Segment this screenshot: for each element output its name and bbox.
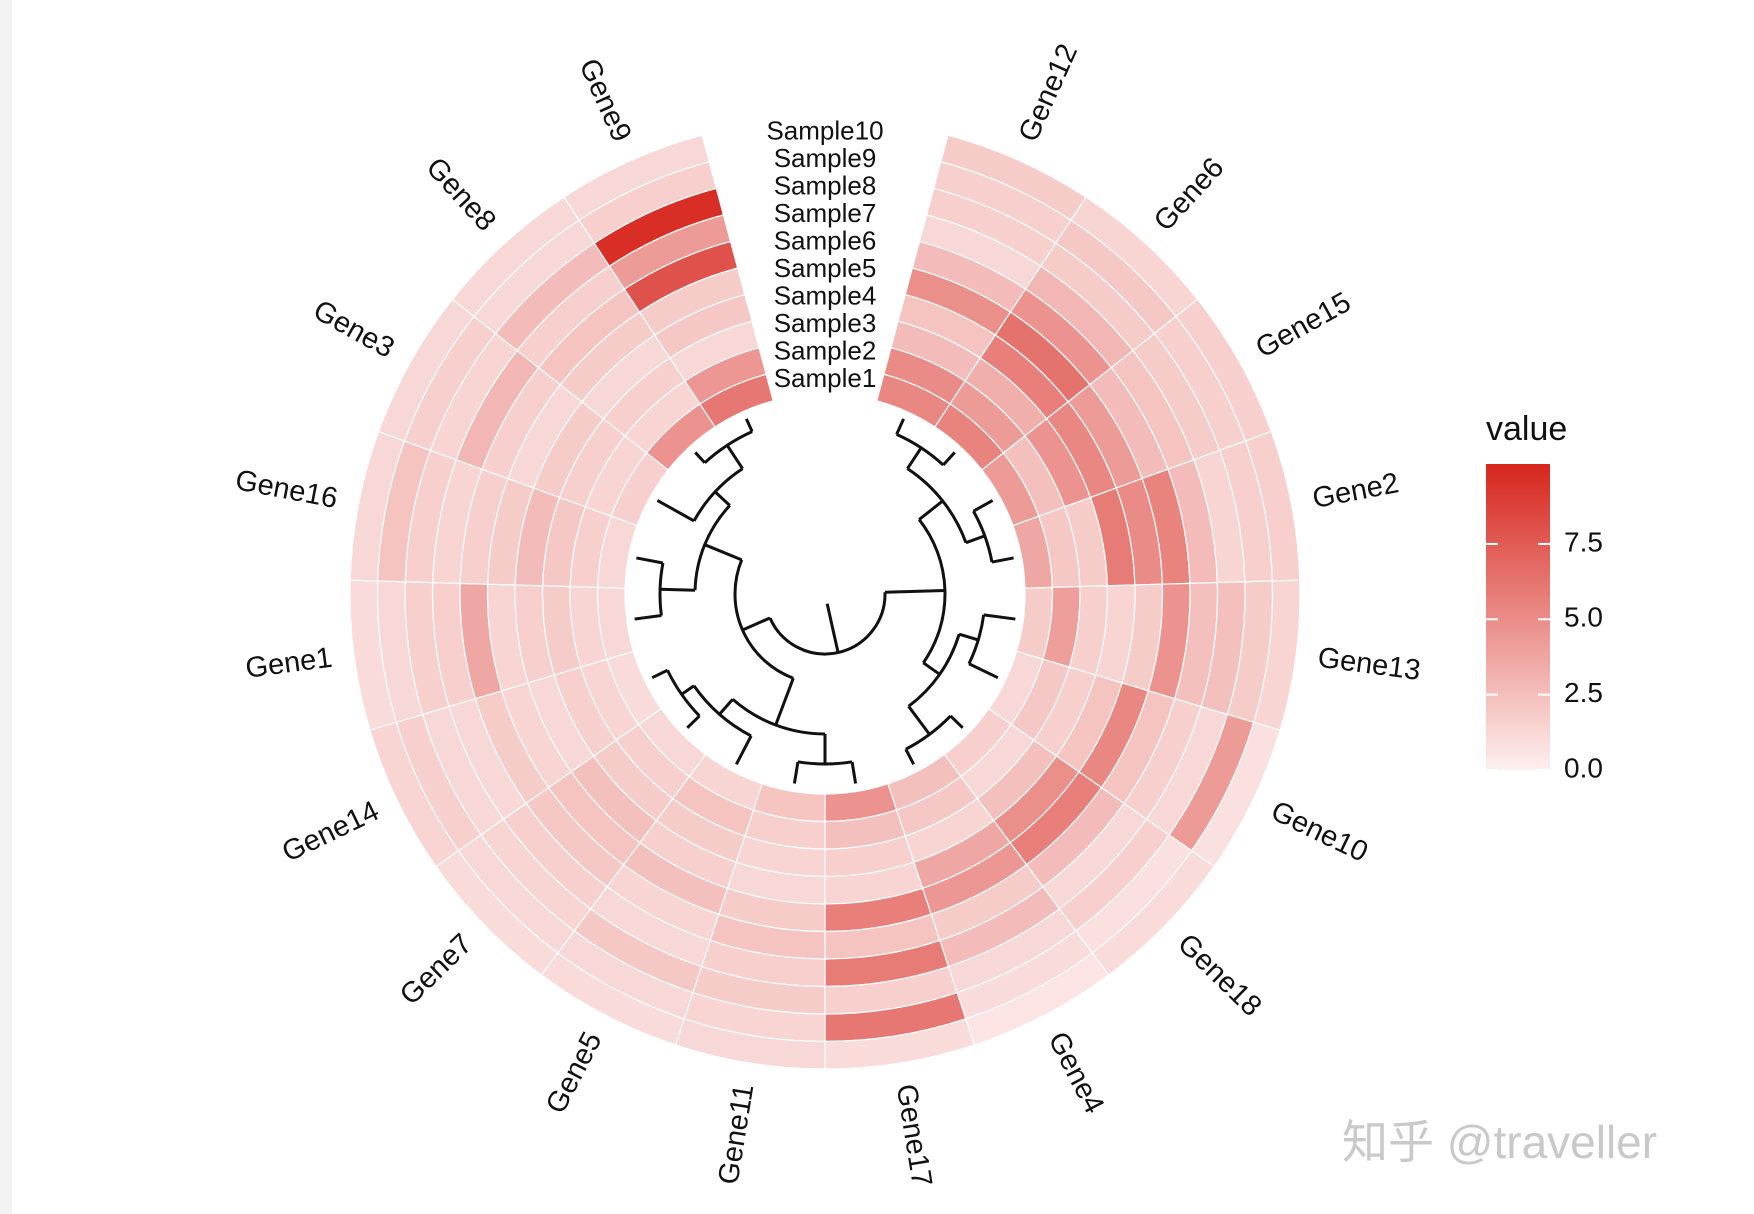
dendrogram-branch [968,662,999,680]
dendrogram-branch [983,613,1016,621]
dendrogram-branch [942,451,956,466]
dendrogram-branch [972,499,994,513]
dendrogram-branch [714,490,731,507]
heatmap-cell-gene9-sample10 [563,134,710,221]
heatmap-cells [349,134,1301,1070]
dendrogram-branch [792,761,800,784]
sample-labels: Sample1Sample2Sample3Sample4Sample5Sampl… [766,116,883,394]
legend-colorbar [1486,464,1550,770]
circular-heatmap-chart: Gene12 Gene6 Gene15 Gene2 Gene13 Gene10 Gene18… [233,39,1657,1189]
dendrogram-branch [745,418,754,433]
gene-label-gene4: Gene4 [1041,1027,1110,1119]
gene-label-gene1: Gene1 [244,642,335,685]
legend-tick-label: 0.0 [1564,752,1603,783]
gene-label-gene8: Gene8 [420,152,502,238]
dendrogram-branch [735,735,753,765]
gene-label-gene6: Gene6 [1148,152,1230,238]
dendrogram-branch [965,534,986,545]
sample-label-sample5: Sample5 [774,253,877,283]
legend-tick-label: 7.5 [1564,526,1603,557]
gene-label-gene13: Gene13 [1316,642,1422,687]
legend-title: value [1486,410,1567,448]
gene-label-gene5: Gene5 [540,1027,609,1119]
gene-label-gene10: Gene10 [1266,795,1373,869]
legend: value 0.0 2.5 5.0 7.5 [1486,410,1603,783]
dendrogram-branch [634,614,662,621]
dendrogram-branch [694,451,706,464]
gene-label-gene16: Gene16 [233,464,340,515]
dendrogram-branch [686,714,701,729]
gene-label-gene2: Gene2 [1310,467,1402,515]
dendrogram [634,418,1016,784]
dendrogram-branch [660,587,696,592]
dendrogram-branch [774,677,795,726]
sample-label-sample4: Sample4 [774,281,877,311]
dendrogram-branch [636,556,664,565]
dendrogram-branch [656,499,695,523]
dendrogram-branch [904,748,915,765]
sample-label-sample2: Sample2 [774,336,877,366]
dendrogram-branch [895,418,905,435]
sample-label-sample3: Sample3 [774,308,877,338]
dendrogram-branch [718,698,734,716]
legend-ticks: 0.0 2.5 5.0 7.5 [1486,526,1603,783]
dendrogram-branch [949,714,964,729]
gene-label-gene3: Gene3 [308,294,400,364]
dendrogram-branch [680,684,695,696]
dendrogram-branch [651,668,669,680]
chart-canvas: Gene12 Gene6 Gene15 Gene2 Gene13 Gene10 Gene18… [12,0,1754,1214]
sample-label-sample6: Sample6 [774,226,877,256]
gene-label-gene9: Gene9 [573,54,638,147]
dendrogram-arc [768,592,887,656]
dendrogram-branch [991,556,1014,564]
legend-tick-label: 2.5 [1564,677,1603,708]
watermark-text: 知乎 @traveller [1342,1116,1657,1168]
gene-label-gene18: Gene18 [1171,928,1267,1023]
dendrogram-branch [907,705,931,736]
sample-label-sample8: Sample8 [774,171,877,201]
dendrogram-branch [906,446,923,470]
gene-label-gene7: Gene7 [394,928,479,1012]
sample-label-sample1: Sample1 [774,363,877,393]
dendrogram-branch [922,661,941,676]
dendrogram-branch [704,543,743,562]
dendrogram-branch [725,444,744,470]
gene-label-gene11: Gene11 [713,1082,761,1187]
dendrogram-arc [896,432,945,467]
dendrogram-branch [741,616,771,632]
dendrogram-branch [850,761,858,784]
dendrogram-branch [918,499,944,521]
gene-label-gene17: Gene17 [890,1082,938,1189]
sample-label-sample7: Sample7 [774,198,877,228]
legend-tick-label: 5.0 [1564,602,1603,633]
dendrogram-branch [958,632,979,642]
gene-label-gene14: Gene14 [277,795,384,869]
sample-label-sample9: Sample9 [774,143,877,173]
sample-label-sample10: Sample10 [766,116,883,146]
dendrogram-branch [884,589,945,594]
dendrogram-branch [825,603,840,653]
gene-label-gene12: Gene12 [1013,39,1084,146]
gene-label-gene15: Gene15 [1251,286,1357,364]
